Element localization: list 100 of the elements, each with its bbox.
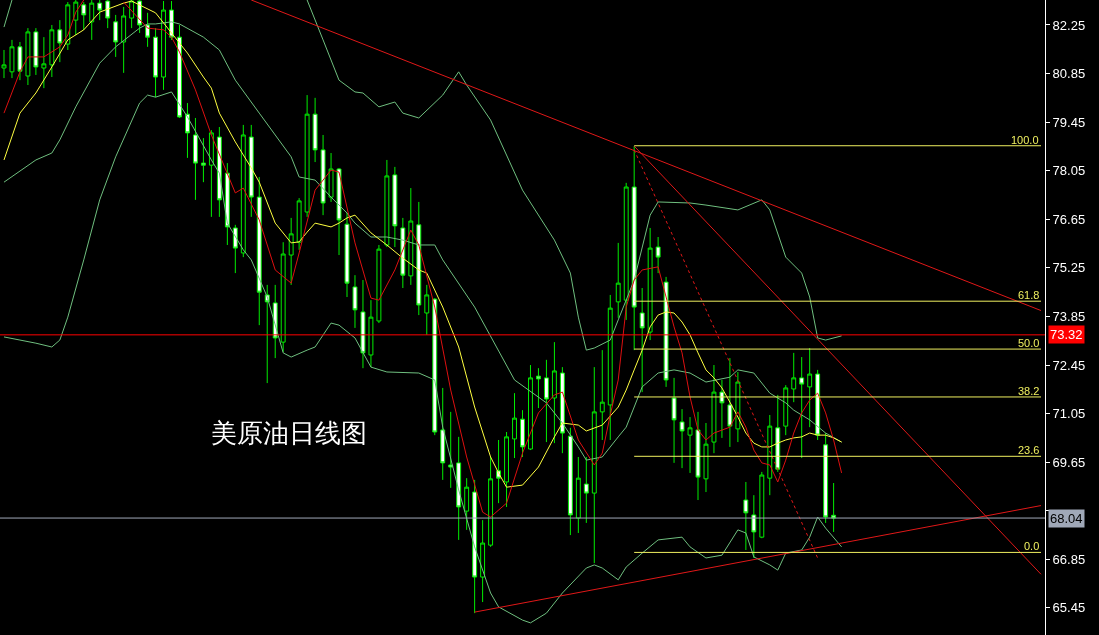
candlestick bbox=[344, 212, 350, 298]
candlestick bbox=[775, 394, 781, 473]
candlestick bbox=[703, 422, 709, 493]
candlestick bbox=[791, 352, 797, 403]
candlestick bbox=[336, 167, 342, 256]
candlestick bbox=[113, 14, 119, 58]
candlestick bbox=[567, 427, 573, 536]
candlestick bbox=[9, 39, 15, 79]
candlestick bbox=[528, 364, 533, 451]
ref-line-label: 73.32 bbox=[1050, 327, 1083, 342]
candlestick bbox=[575, 456, 581, 534]
y-tick-label: 73.85 bbox=[1052, 309, 1086, 325]
candlestick bbox=[504, 431, 509, 508]
candlestick bbox=[320, 134, 326, 216]
candlestick bbox=[831, 482, 837, 533]
candlestick bbox=[559, 366, 565, 454]
series-label: 38.2 bbox=[1018, 385, 1040, 397]
candlestick bbox=[192, 117, 198, 201]
candlestick bbox=[743, 481, 749, 551]
annotation: 美原油日线图 bbox=[211, 418, 367, 448]
candlestick bbox=[464, 477, 470, 531]
candlestick bbox=[551, 341, 557, 444]
candlestick bbox=[368, 299, 374, 368]
candlestick bbox=[615, 242, 621, 319]
candlestick bbox=[480, 519, 486, 603]
candlestick bbox=[49, 24, 55, 78]
candlestick bbox=[280, 241, 286, 353]
candlestick bbox=[655, 236, 661, 274]
candlestick bbox=[392, 166, 398, 248]
series-label: 50.0 bbox=[1018, 337, 1040, 349]
candlestick bbox=[304, 94, 310, 218]
candlestick bbox=[177, 24, 182, 119]
candlestick bbox=[536, 367, 541, 409]
candlestick bbox=[687, 416, 693, 474]
candlestick bbox=[783, 384, 789, 436]
series-label: 0.0 bbox=[1024, 540, 1040, 552]
candlestick bbox=[583, 456, 589, 524]
candlestick bbox=[448, 411, 454, 489]
candlestick bbox=[679, 408, 685, 469]
line-series bbox=[306, 0, 843, 351]
candlestick bbox=[711, 364, 717, 454]
candlestick bbox=[256, 176, 262, 326]
candlestick bbox=[727, 357, 733, 448]
candlestick bbox=[591, 366, 597, 564]
candlestick bbox=[488, 456, 494, 548]
y-tick-label: 66.85 bbox=[1052, 551, 1086, 567]
candlestick bbox=[416, 201, 422, 316]
candlestick bbox=[240, 124, 246, 258]
candlestick bbox=[432, 297, 438, 436]
candlestick bbox=[376, 244, 382, 324]
candlestick bbox=[440, 387, 446, 481]
y-tick-label: 69.65 bbox=[1052, 454, 1086, 470]
candlestick bbox=[807, 347, 813, 428]
y-tick-label: 82.25 bbox=[1052, 17, 1086, 33]
candlestick bbox=[57, 19, 63, 63]
candlestick bbox=[424, 284, 430, 336]
series-label: 23.6 bbox=[1018, 444, 1040, 456]
y-tick-label: 75.25 bbox=[1052, 260, 1086, 276]
candlestick bbox=[288, 217, 294, 286]
candlestick bbox=[607, 294, 613, 441]
candlestick bbox=[408, 187, 414, 286]
series-label: 100.0 bbox=[1011, 134, 1039, 146]
candlestick bbox=[520, 409, 525, 458]
candlestick bbox=[296, 197, 302, 251]
candlestick bbox=[81, 1, 87, 31]
candlestick bbox=[623, 182, 629, 321]
candlestick bbox=[512, 392, 517, 459]
candlestick bbox=[719, 379, 725, 439]
candlestick bbox=[105, 0, 111, 29]
candlestick bbox=[543, 359, 549, 443]
y-tick-label: 76.65 bbox=[1052, 211, 1086, 227]
candlestick bbox=[97, 0, 103, 21]
line-series bbox=[3, 91, 843, 624]
candlestick bbox=[647, 227, 653, 341]
candlestick bbox=[456, 436, 462, 541]
candlestick bbox=[145, 12, 151, 48]
y-tick-label: 65.45 bbox=[1052, 600, 1086, 616]
series-label: 61.8 bbox=[1018, 289, 1040, 301]
candlestick bbox=[248, 124, 254, 218]
candlestick bbox=[631, 145, 637, 351]
candlestick bbox=[352, 274, 358, 329]
ref-line-label: 68.04 bbox=[1050, 511, 1083, 526]
candlestick bbox=[200, 137, 206, 183]
candlestick bbox=[33, 27, 39, 76]
candlestick bbox=[41, 36, 47, 89]
candlestick bbox=[312, 97, 318, 163]
line-series bbox=[3, 0, 85, 114]
candlestick bbox=[208, 129, 214, 218]
y-tick-label: 79.45 bbox=[1052, 114, 1086, 130]
candlestick bbox=[17, 41, 23, 81]
candlestick bbox=[153, 27, 159, 98]
candlestick bbox=[264, 284, 270, 384]
candlestick bbox=[121, 6, 127, 74]
candlestick bbox=[799, 356, 805, 459]
candlestick bbox=[360, 279, 366, 369]
y-tick-label: 71.05 bbox=[1052, 406, 1086, 422]
candlestick bbox=[759, 471, 765, 539]
candlestick bbox=[328, 152, 334, 203]
candlestick bbox=[671, 377, 677, 464]
y-tick-label: 72.45 bbox=[1052, 357, 1086, 373]
